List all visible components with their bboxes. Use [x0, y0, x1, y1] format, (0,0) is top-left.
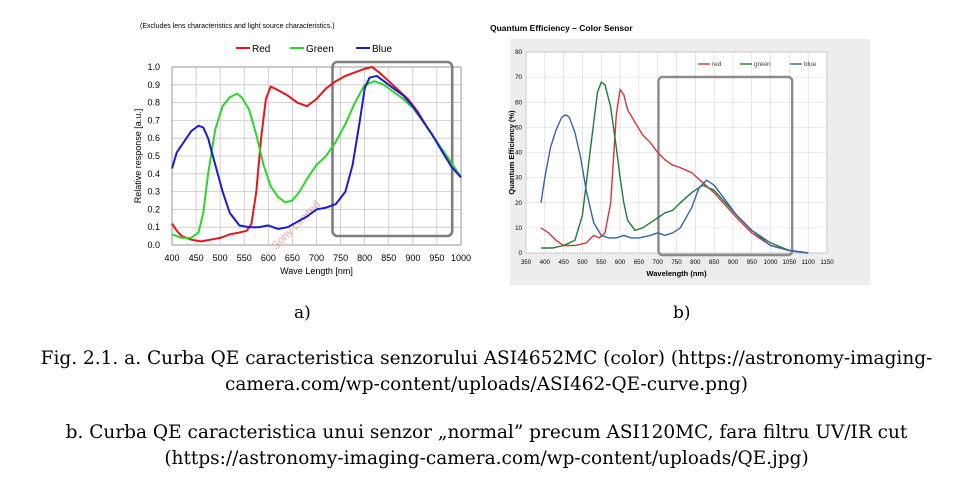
chart-b-legend-label: blue: [804, 61, 817, 68]
chart-a-xtick-label: 1000: [451, 253, 471, 263]
chart-a-xtick-label: 950: [429, 253, 444, 263]
chart-b-ytick-label: 80: [515, 49, 522, 56]
chart-a-highlight-box: [331, 60, 454, 238]
chart-a-ytick-label: 0.2: [147, 204, 160, 214]
chart-a-ytick-label: 0.8: [147, 98, 160, 108]
chart-b-ylabel: Quantum Efficiency (%): [507, 110, 516, 195]
chart-b-ytick-label: 40: [515, 150, 522, 157]
chart-a-ytick-label: 0.5: [147, 151, 160, 161]
chart-b-xtick-label: 1050: [782, 259, 796, 266]
chart-a-xtick-label: 800: [357, 253, 372, 263]
chart-b-xtick-label: 600: [615, 259, 626, 266]
caption-line-1: Fig. 2.1. a. Curba QE caracteristica sen…: [40, 348, 933, 369]
chart-b-ytick-label: 10: [515, 225, 522, 232]
chart-b-xtick-label: 800: [690, 259, 701, 266]
chart-a-ytick-label: 0.9: [147, 80, 160, 90]
chart-b-legend-label: green: [754, 61, 771, 68]
chart-a-xtick-label: 900: [405, 253, 420, 263]
chart-b-ytick-label: 20: [515, 200, 522, 207]
chart-a-watermark: Sony Limited: [270, 199, 323, 252]
chart-b-ytick-label: 50: [515, 124, 522, 131]
chart-b-xtick-label: 900: [728, 259, 739, 266]
caption-line-4: (https://astronomy-imaging-camera.com/wp…: [164, 448, 809, 469]
chart-b-xtick-label: 400: [540, 259, 551, 266]
chart-b-legend-label: red: [712, 61, 722, 68]
chart-a-ytick-label: 0.1: [147, 222, 160, 232]
chart-b-xtick-label: 1150: [820, 259, 834, 266]
chart-a: (Excludes lens characteristics and light…: [133, 23, 471, 276]
chart-b-xtick-label: 550: [596, 259, 607, 266]
chart-a-ytick-label: 0.4: [147, 169, 160, 179]
chart-b-ytick-label: 30: [515, 175, 522, 182]
chart-a-xtick-label: 400: [164, 253, 179, 263]
chart-a-xtick-label: 600: [261, 253, 276, 263]
chart-a-series-red: [171, 65, 462, 243]
caption-line-3: b. Curba QE caracteristica unui senzor „…: [65, 422, 908, 443]
chart-a-note: (Excludes lens characteristics and light…: [140, 23, 335, 30]
chart-b-xtick-label: 350: [521, 259, 532, 266]
chart-a-legend-label: Blue: [372, 44, 392, 55]
chart-b-xtick-label: 1000: [764, 259, 778, 266]
chart-b-ytick-label: 60: [515, 99, 522, 106]
chart-b-ytick-label: 70: [515, 74, 522, 81]
chart-a-xtick-label: 650: [285, 253, 300, 263]
chart-b-xtick-label: 950: [747, 259, 758, 266]
chart-a-ytick-label: 0.0: [147, 240, 160, 250]
chart-a-series-blue: [171, 74, 462, 231]
caption-line-2: camera.com/wp-content/uploads/ASI462-QE-…: [224, 374, 748, 395]
chart-a-legend-label: Green: [306, 44, 334, 55]
chart-b-title: Quantum Efficiency – Color Sensor: [490, 23, 633, 33]
chart-b-xlabel: Wavelength (nm): [646, 269, 707, 278]
chart-a-xlabel: Wave Length [nm]: [280, 266, 353, 276]
chart-a-ytick-label: 1.0: [147, 62, 160, 72]
subfigure-label-b: b): [673, 303, 691, 323]
chart-a-series-green: [171, 80, 462, 239]
chart-a-xtick-label: 700: [309, 253, 324, 263]
chart-a-ytick-label: 0.3: [147, 187, 160, 197]
chart-a-ytick-label: 0.7: [147, 115, 160, 125]
chart-a-xtick-label: 850: [381, 253, 396, 263]
chart-a-xtick-label: 750: [333, 253, 348, 263]
chart-a-xtick-label: 450: [189, 253, 204, 263]
chart-a-xtick-label: 500: [213, 253, 228, 263]
chart-b-series-green: [541, 81, 809, 254]
chart-b-xtick-label: 700: [653, 259, 664, 266]
chart-b-xtick-label: 850: [709, 259, 720, 266]
chart-b-xtick-label: 650: [634, 259, 645, 266]
chart-a-xtick-label: 550: [237, 253, 252, 263]
chart-b-highlight-box: [657, 75, 794, 257]
chart-b-xtick-label: 500: [577, 259, 588, 266]
chart-b-xtick-label: 750: [671, 259, 682, 266]
chart-b-series-blue: [540, 113, 809, 254]
chart-a-legend-label: Red: [252, 44, 270, 55]
chart-a-ytick-label: 0.6: [147, 133, 160, 143]
chart-b-series-red: [540, 87, 809, 254]
chart-b-xtick-label: 1100: [802, 259, 816, 266]
chart-b-ytick-label: 0: [519, 250, 523, 257]
subfigure-label-a: a): [294, 303, 311, 323]
chart-a-plot-frame: [171, 66, 462, 246]
chart-a-ylabel: Relative response [a.u.]: [133, 109, 143, 204]
chart-b-xtick-label: 450: [558, 259, 569, 266]
